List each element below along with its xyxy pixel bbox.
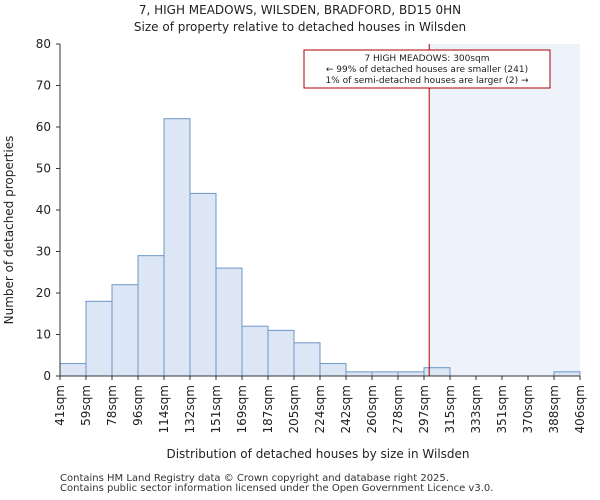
bar-297sqm xyxy=(423,367,451,377)
annotation-line-2: ← 99% of detached houses are smaller (24… xyxy=(326,65,528,75)
footer-copyright: Contains HM Land Registry data © Crown c… xyxy=(60,473,449,484)
larger-region-highlight xyxy=(429,44,580,376)
x-tick-label: 169sqm xyxy=(235,385,249,433)
y-tick-label: 30 xyxy=(36,245,51,259)
bar-388sqm xyxy=(553,371,581,377)
bar-187sqm xyxy=(267,329,295,377)
y-tick-label: 20 xyxy=(36,286,51,300)
y-tick-label: 50 xyxy=(36,162,51,176)
x-tick-label: 151sqm xyxy=(209,385,223,433)
x-tick-label: 224sqm xyxy=(313,385,327,433)
bar-59sqm xyxy=(85,300,113,377)
y-axis-ticks: 0 10 20 30 40 50 60 70 80 xyxy=(36,37,60,383)
x-tick-label: 187sqm xyxy=(261,385,275,433)
bar-205sqm xyxy=(293,342,321,377)
x-tick-label: 260sqm xyxy=(365,385,379,433)
x-tick-label: 315sqm xyxy=(443,385,457,433)
bar-151sqm xyxy=(215,267,243,377)
x-axis-ticks: 41sqm 59sqm 78sqm 96sqm 114sqm 132sqm 151sqm 16… xyxy=(53,376,587,433)
y-tick-label: 60 xyxy=(36,120,51,134)
x-tick-label: 388sqm xyxy=(547,385,561,433)
marker-annotation: 7 HIGH MEADOWS: 300sqm ← 99% of detached… xyxy=(303,49,551,89)
y-axis-label: Number of detached properties xyxy=(2,136,16,325)
annotation-line-1: 7 HIGH MEADOWS: 300sqm xyxy=(364,54,489,64)
x-tick-label: 78sqm xyxy=(105,385,119,426)
x-tick-label: 114sqm xyxy=(157,385,171,433)
x-tick-label: 96sqm xyxy=(131,385,145,426)
x-tick-label: 242sqm xyxy=(339,385,353,433)
annotation-line-3: 1% of semi-detached houses are larger (2… xyxy=(325,76,529,86)
x-tick-label: 41sqm xyxy=(53,385,67,426)
x-tick-label: 333sqm xyxy=(469,385,483,433)
y-tick-label: 80 xyxy=(36,37,51,51)
bar-78sqm xyxy=(111,284,139,377)
y-tick-label: 10 xyxy=(36,328,51,342)
x-tick-label: 351sqm xyxy=(495,385,509,433)
bar-224sqm xyxy=(319,363,347,377)
y-tick-label: 40 xyxy=(36,203,51,217)
x-tick-label: 406sqm xyxy=(573,385,587,433)
bar-278sqm xyxy=(397,371,425,377)
bar-114sqm xyxy=(163,118,191,377)
annotation-box xyxy=(303,49,551,89)
x-tick-label: 370sqm xyxy=(521,385,535,433)
bars-group xyxy=(59,118,581,377)
x-tick-label: 205sqm xyxy=(287,385,301,433)
bar-169sqm xyxy=(241,325,269,377)
bar-242sqm xyxy=(345,371,373,377)
x-tick-label: 59sqm xyxy=(79,385,93,426)
x-tick-label: 297sqm xyxy=(417,385,431,433)
x-axis-label: Distribution of detached houses by size … xyxy=(166,447,469,461)
x-tick-label: 132sqm xyxy=(183,385,197,433)
chart-title: 7, HIGH MEADOWS, WILSDEN, BRADFORD, BD15… xyxy=(139,3,461,17)
x-tick-label: 278sqm xyxy=(391,385,405,433)
bar-96sqm xyxy=(137,255,165,377)
bar-41sqm xyxy=(59,363,87,377)
chart-subtitle: Size of property relative to detached ho… xyxy=(134,20,466,34)
bar-132sqm xyxy=(189,192,217,377)
y-tick-label: 70 xyxy=(36,79,51,93)
footer-licence: Contains public sector information licen… xyxy=(60,483,494,494)
bar-260sqm xyxy=(371,371,399,377)
y-tick-label: 0 xyxy=(43,369,51,383)
